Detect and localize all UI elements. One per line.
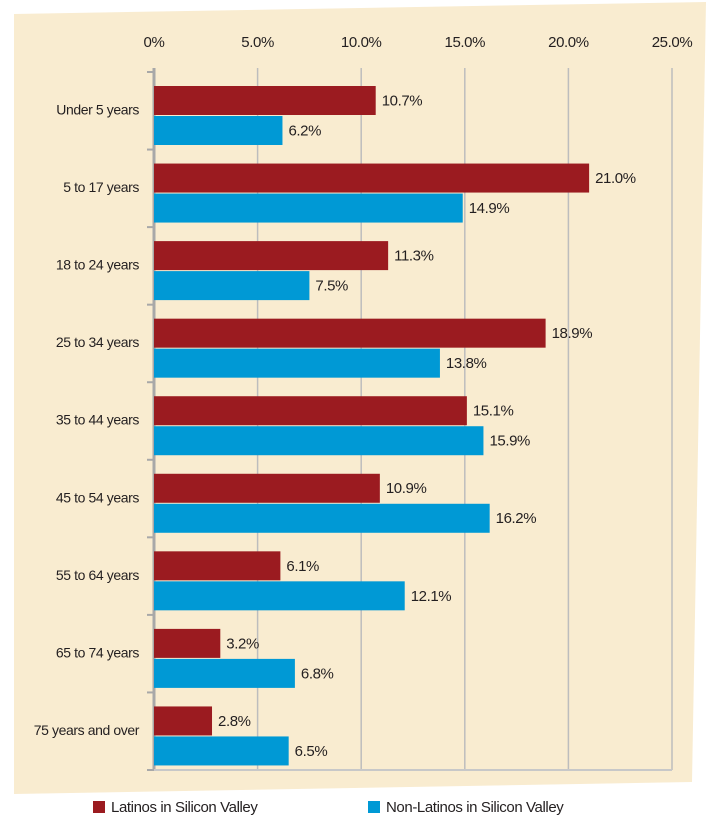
legend-swatch <box>93 801 105 813</box>
x-tick-label: 10.0% <box>341 34 382 51</box>
bar <box>154 736 289 766</box>
y-tick-label: 18 to 24 years <box>56 257 140 273</box>
value-label: 15.1% <box>473 403 514 420</box>
y-tick-label: 45 to 54 years <box>56 489 140 505</box>
value-label: 6.5% <box>295 743 328 760</box>
y-tick-label: 65 to 74 years <box>56 644 140 660</box>
x-tick-label: 5.0% <box>241 34 274 51</box>
value-label: 10.9% <box>386 480 427 497</box>
bar <box>154 551 281 581</box>
y-tick-label: Under 5 years <box>56 101 139 117</box>
x-tick-label: 25.0% <box>652 34 693 51</box>
bar <box>154 163 590 193</box>
value-label: 7.5% <box>315 278 348 295</box>
y-tick-label: 5 to 17 years <box>63 179 139 195</box>
value-label: 15.9% <box>489 433 530 450</box>
y-tick-label: 35 to 44 years <box>56 412 140 428</box>
value-label: 3.2% <box>226 635 259 652</box>
value-label: 10.7% <box>382 92 423 109</box>
plot-area: 0% 5.0% 10.0% 15.0% 20.0% 25.0% Under 5 years 1… <box>34 34 693 771</box>
value-label: 16.2% <box>496 510 537 527</box>
value-label: 2.8% <box>218 713 251 730</box>
legend-label: Latinos in Silicon Valley <box>111 799 258 816</box>
value-label: 18.9% <box>552 325 593 342</box>
bar <box>154 473 380 503</box>
x-tick-label: 20.0% <box>548 34 589 51</box>
value-label: 14.9% <box>469 200 510 217</box>
bar <box>154 193 463 223</box>
x-tick-label: 0% <box>144 34 165 51</box>
y-tick-label: 25 to 34 years <box>56 334 140 350</box>
value-label: 6.1% <box>286 558 319 575</box>
bar <box>154 396 467 426</box>
bar <box>154 116 283 145</box>
bar <box>154 581 405 611</box>
value-label: 12.1% <box>411 588 452 605</box>
bar <box>154 426 484 456</box>
bar <box>154 86 376 115</box>
value-label: 13.8% <box>446 355 487 372</box>
bar <box>154 271 310 301</box>
x-tick-label: 15.0% <box>445 34 486 51</box>
bar <box>154 658 295 688</box>
legend-label: Non-Latinos in Silicon Valley <box>386 799 564 816</box>
y-tick-label: 55 to 64 years <box>56 567 140 583</box>
bar <box>154 241 389 271</box>
bar <box>154 348 440 378</box>
bar <box>154 706 213 736</box>
value-label: 6.8% <box>301 665 334 682</box>
bar <box>154 503 490 533</box>
y-tick-label: 75 years and over <box>34 722 140 738</box>
bar <box>154 628 221 658</box>
value-label: 6.2% <box>288 122 321 139</box>
legend-swatch <box>368 801 380 813</box>
value-label: 21.0% <box>595 170 636 187</box>
bar <box>154 318 546 348</box>
value-label: 11.3% <box>394 248 433 265</box>
